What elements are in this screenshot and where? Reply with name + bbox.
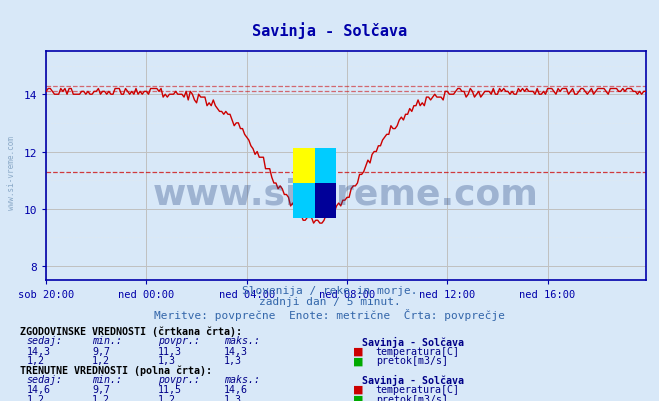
- Text: 9,7: 9,7: [92, 384, 110, 394]
- Text: ■: ■: [353, 384, 363, 394]
- Text: 11,3: 11,3: [158, 346, 182, 356]
- Text: 14,6: 14,6: [224, 384, 248, 394]
- Text: Meritve: povprečne  Enote: metrične  Črta: povprečje: Meritve: povprečne Enote: metrične Črta:…: [154, 308, 505, 320]
- Bar: [293, 148, 315, 184]
- Text: temperatura[C]: temperatura[C]: [376, 384, 459, 394]
- Text: 11,5: 11,5: [158, 384, 182, 394]
- Text: 1,2: 1,2: [26, 394, 44, 401]
- Text: temperatura[C]: temperatura[C]: [376, 346, 459, 356]
- Text: maks.:: maks.:: [224, 374, 260, 384]
- Text: 1,2: 1,2: [26, 355, 44, 365]
- Text: zadnji dan / 5 minut.: zadnji dan / 5 minut.: [258, 297, 401, 307]
- Text: maks.:: maks.:: [224, 336, 260, 346]
- Text: sedaj:: sedaj:: [26, 336, 63, 346]
- Text: Savinja - Solčava: Savinja - Solčava: [362, 374, 465, 385]
- Bar: [315, 148, 336, 184]
- Text: min.:: min.:: [92, 336, 123, 346]
- Text: www.si-vreme.com: www.si-vreme.com: [153, 177, 539, 211]
- Text: www.si-vreme.com: www.si-vreme.com: [7, 136, 16, 209]
- Text: sedaj:: sedaj:: [26, 374, 63, 384]
- Text: pretok[m3/s]: pretok[m3/s]: [376, 394, 447, 401]
- Text: TRENUTNE VREDNOSTI (polna črta):: TRENUTNE VREDNOSTI (polna črta):: [20, 364, 212, 375]
- Text: 1,2: 1,2: [158, 394, 176, 401]
- Text: 14,6: 14,6: [26, 384, 50, 394]
- Text: 14,3: 14,3: [224, 346, 248, 356]
- Text: Slovenija / reke in morje.: Slovenija / reke in morje.: [242, 286, 417, 296]
- Text: 14,3: 14,3: [26, 346, 50, 356]
- Text: povpr.:: povpr.:: [158, 336, 200, 346]
- Bar: [293, 184, 315, 219]
- Text: 1,3: 1,3: [224, 355, 242, 365]
- Text: ZGODOVINSKE VREDNOSTI (črtkana črta):: ZGODOVINSKE VREDNOSTI (črtkana črta):: [20, 326, 242, 336]
- Text: Savinja - Solčava: Savinja - Solčava: [362, 336, 465, 346]
- Text: 9,7: 9,7: [92, 346, 110, 356]
- Text: ■: ■: [353, 346, 363, 356]
- Text: 1,3: 1,3: [224, 394, 242, 401]
- Text: povpr.:: povpr.:: [158, 374, 200, 384]
- Text: pretok[m3/s]: pretok[m3/s]: [376, 355, 447, 365]
- Bar: [315, 184, 336, 219]
- Text: 1,2: 1,2: [92, 355, 110, 365]
- Text: 1,3: 1,3: [158, 355, 176, 365]
- Text: ■: ■: [353, 394, 363, 401]
- Text: min.:: min.:: [92, 374, 123, 384]
- Text: Savinja - Solčava: Savinja - Solčava: [252, 22, 407, 39]
- Text: 1,2: 1,2: [92, 394, 110, 401]
- Text: ■: ■: [353, 355, 363, 365]
